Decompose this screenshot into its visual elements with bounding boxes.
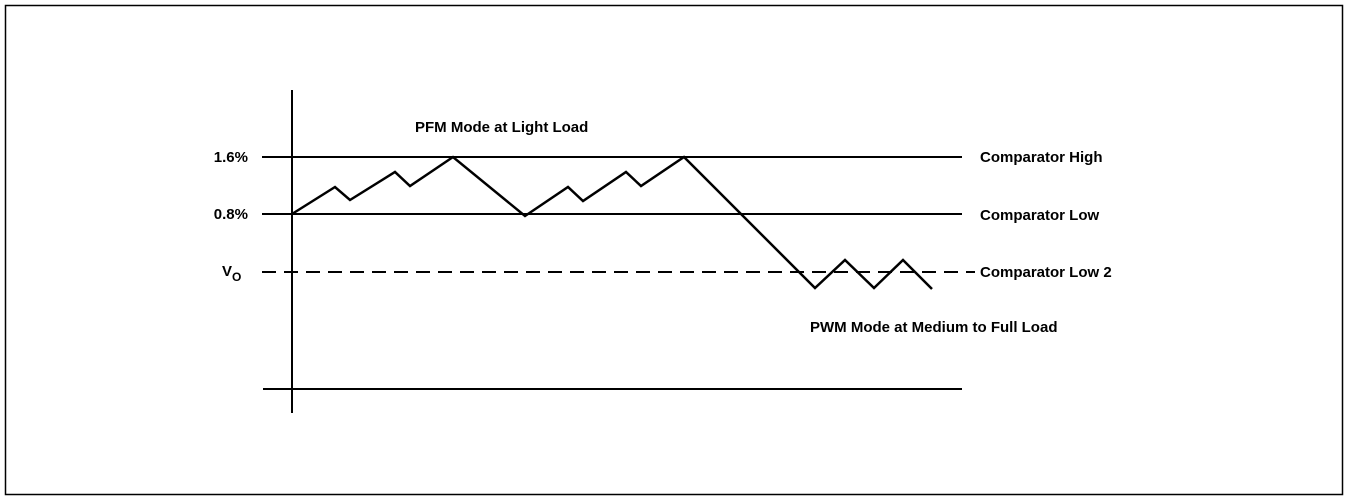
pwm-label: PWM Mode at Medium to Full Load [810,319,1057,336]
level-label: 0.8% [214,206,248,223]
waveform [291,155,933,290]
comparator-name: Comparator High [980,149,1103,166]
comparator-name: Comparator Low [980,207,1100,224]
comparator-name: Comparator Low 2 [980,264,1112,281]
frame [4,4,1344,496]
vo-main: V [222,263,232,280]
pfm-label: PFM Mode at Light Load [415,119,588,136]
level-label: 1.6% [214,149,248,166]
vo-sub: O [232,270,241,284]
level-label: VO [222,263,241,284]
